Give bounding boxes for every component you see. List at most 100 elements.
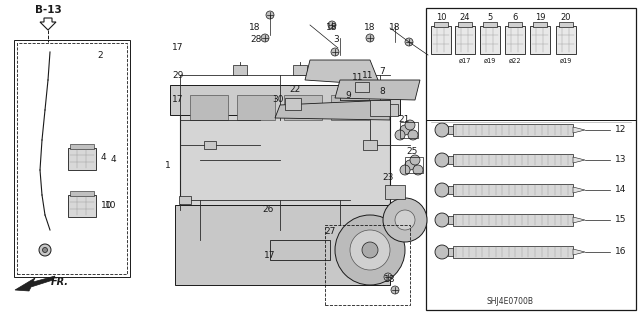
Text: 11: 11 xyxy=(362,70,374,79)
Bar xyxy=(434,22,448,27)
Text: 30: 30 xyxy=(272,95,284,105)
Bar xyxy=(453,246,573,258)
Circle shape xyxy=(410,155,420,165)
Text: 11: 11 xyxy=(352,72,364,81)
Bar xyxy=(530,26,550,54)
Circle shape xyxy=(266,11,274,19)
Text: 22: 22 xyxy=(289,85,301,94)
Bar xyxy=(370,100,390,116)
Bar xyxy=(237,95,275,120)
Text: 16: 16 xyxy=(615,248,627,256)
Circle shape xyxy=(384,273,392,281)
Bar xyxy=(483,22,497,27)
Bar xyxy=(293,65,307,75)
Circle shape xyxy=(39,244,51,256)
Bar xyxy=(204,141,216,149)
Bar xyxy=(453,214,573,226)
Circle shape xyxy=(435,213,449,227)
Text: 18: 18 xyxy=(384,276,396,285)
Text: 18: 18 xyxy=(249,24,260,33)
Text: 8: 8 xyxy=(379,87,385,97)
Bar xyxy=(17,43,127,274)
Text: 5: 5 xyxy=(488,13,493,23)
Polygon shape xyxy=(15,276,55,291)
Text: SHJ4E0700B: SHJ4E0700B xyxy=(486,298,534,307)
Circle shape xyxy=(328,21,336,29)
Bar xyxy=(285,98,301,110)
Circle shape xyxy=(400,165,410,175)
Bar xyxy=(382,104,398,116)
Text: 10: 10 xyxy=(436,13,446,23)
Bar xyxy=(431,26,451,54)
Polygon shape xyxy=(573,187,585,193)
Text: 12: 12 xyxy=(615,125,627,135)
Bar xyxy=(453,124,573,136)
Bar xyxy=(508,22,522,27)
Polygon shape xyxy=(335,80,420,100)
Bar xyxy=(556,26,576,54)
Bar xyxy=(448,216,454,224)
Text: ø17: ø17 xyxy=(459,58,471,64)
Text: 18: 18 xyxy=(326,24,338,33)
Bar xyxy=(448,156,454,164)
Text: 14: 14 xyxy=(615,186,627,195)
Text: 4: 4 xyxy=(101,153,107,162)
Bar xyxy=(505,26,525,54)
Text: 6: 6 xyxy=(512,13,518,23)
Text: 23: 23 xyxy=(382,173,394,182)
Text: 20: 20 xyxy=(561,13,572,23)
Circle shape xyxy=(350,230,390,270)
Circle shape xyxy=(435,123,449,137)
Bar xyxy=(325,225,410,305)
Circle shape xyxy=(395,130,405,140)
Text: 17: 17 xyxy=(172,95,184,105)
Circle shape xyxy=(435,153,449,167)
Polygon shape xyxy=(40,18,56,30)
Circle shape xyxy=(261,34,269,42)
Circle shape xyxy=(413,165,423,175)
Text: 21: 21 xyxy=(398,115,410,124)
Text: 7: 7 xyxy=(379,68,385,77)
Circle shape xyxy=(405,120,415,130)
Bar xyxy=(453,154,573,166)
Polygon shape xyxy=(573,249,585,255)
Circle shape xyxy=(408,130,418,140)
Bar xyxy=(284,95,322,120)
Circle shape xyxy=(405,38,413,46)
Bar xyxy=(453,184,573,196)
Bar xyxy=(331,95,369,120)
Text: 27: 27 xyxy=(324,227,336,236)
Circle shape xyxy=(362,242,378,258)
Text: 10: 10 xyxy=(104,202,116,211)
Bar xyxy=(179,196,191,204)
Text: 24: 24 xyxy=(460,13,470,23)
Polygon shape xyxy=(270,240,330,260)
Text: FR.: FR. xyxy=(51,277,69,287)
Text: 9: 9 xyxy=(345,91,351,100)
Bar xyxy=(448,248,454,256)
Text: 3: 3 xyxy=(333,35,339,44)
Bar xyxy=(68,148,96,170)
Text: 15: 15 xyxy=(615,216,627,225)
Circle shape xyxy=(335,215,405,285)
Text: ø19: ø19 xyxy=(560,58,572,64)
Bar xyxy=(533,22,547,27)
Bar xyxy=(448,126,454,134)
Bar xyxy=(70,191,94,196)
Bar xyxy=(14,40,130,277)
Text: 18: 18 xyxy=(389,24,401,33)
Text: 28: 28 xyxy=(250,35,262,44)
Bar xyxy=(455,26,475,54)
Circle shape xyxy=(350,72,356,78)
Text: 17: 17 xyxy=(172,43,184,53)
Text: 29: 29 xyxy=(172,70,184,79)
Circle shape xyxy=(435,183,449,197)
Bar xyxy=(233,65,247,75)
Polygon shape xyxy=(573,157,585,163)
Bar xyxy=(355,82,369,92)
Text: ø22: ø22 xyxy=(509,58,522,64)
Polygon shape xyxy=(573,217,585,223)
Text: 25: 25 xyxy=(406,147,418,157)
Text: 26: 26 xyxy=(262,205,274,214)
Text: 17: 17 xyxy=(264,250,276,259)
